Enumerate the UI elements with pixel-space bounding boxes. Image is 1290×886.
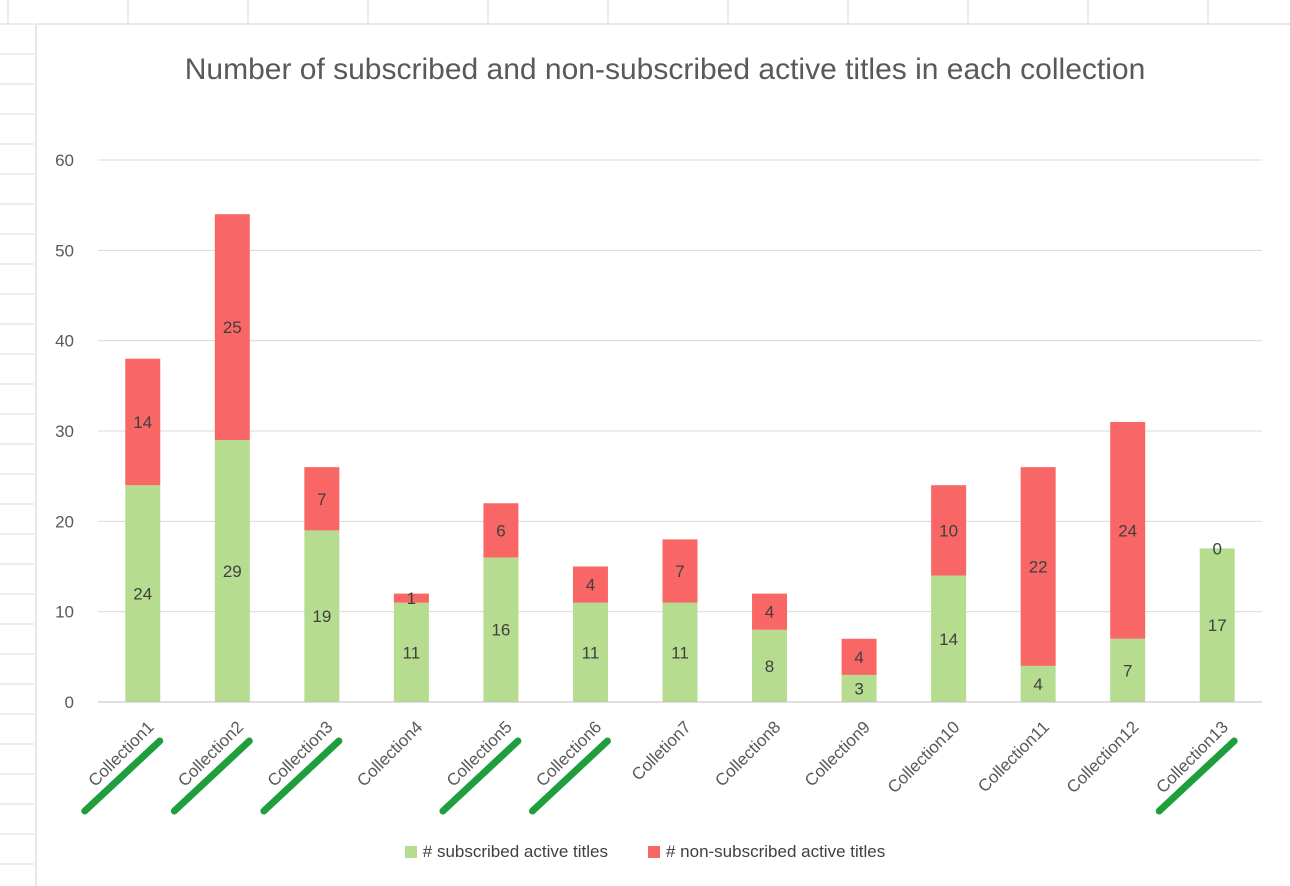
bar-non-subscribed <box>662 539 698 603</box>
data-label-non-subscribed: 22 <box>1029 558 1048 577</box>
data-label-non-subscribed: 4 <box>854 648 863 667</box>
bar-non-subscribed <box>393 593 429 603</box>
bar-subscribed <box>125 485 161 702</box>
legend-item-non-subscribed: # non-subscribed active titles <box>647 842 886 862</box>
y-tick-label: 10 <box>55 603 74 622</box>
data-label-non-subscribed: 6 <box>496 521 505 540</box>
data-label-non-subscribed: 4 <box>765 603 774 622</box>
bar-subscribed <box>483 557 519 702</box>
strike-mark <box>439 737 522 815</box>
legend-label-subscribed: # subscribed active titles <box>422 842 608 861</box>
data-label-non-subscribed: 4 <box>586 576 595 595</box>
data-label-subscribed: 8 <box>765 657 774 676</box>
data-label-subscribed: 17 <box>1208 616 1227 635</box>
bar-subscribed <box>214 440 250 702</box>
strike-mark <box>81 737 164 815</box>
y-tick-label: 50 <box>55 241 74 260</box>
bar-non-subscribed <box>214 214 250 441</box>
data-label-non-subscribed: 0 <box>1212 539 1221 558</box>
data-label-subscribed: 7 <box>1123 661 1132 680</box>
legend-swatch-subscribed <box>404 846 417 858</box>
bar-subscribed <box>1199 548 1235 702</box>
strike-mark <box>260 737 343 815</box>
data-label-subscribed: 11 <box>671 643 689 662</box>
data-label-non-subscribed: 7 <box>675 562 684 581</box>
data-label-non-subscribed: 1 <box>407 589 416 608</box>
bar-subscribed <box>662 602 698 702</box>
bar-non-subscribed <box>483 503 519 558</box>
bar-non-subscribed <box>1020 467 1056 666</box>
bar-non-subscribed <box>1110 421 1146 639</box>
bar-non-subscribed <box>752 593 788 630</box>
data-label-subscribed: 19 <box>312 607 331 626</box>
bar-non-subscribed <box>125 358 161 486</box>
legend-item-subscribed: # subscribed active titles <box>404 842 608 862</box>
data-label-subscribed: 11 <box>403 643 421 662</box>
data-label-non-subscribed: 7 <box>317 490 326 509</box>
bar-subscribed <box>393 602 429 702</box>
bar-non-subscribed <box>304 467 340 531</box>
data-label-non-subscribed: 25 <box>223 318 242 337</box>
data-label-subscribed: 3 <box>854 679 863 698</box>
x-tick-label: Collection4 <box>353 717 426 790</box>
data-label-non-subscribed: 14 <box>133 413 152 432</box>
chart-title: Number of subscribed and non-subscribed … <box>184 53 1146 86</box>
y-tick-label: 30 <box>55 422 74 441</box>
data-label-subscribed: 11 <box>582 643 600 662</box>
bar-subscribed <box>841 674 877 702</box>
x-tick-label: Collection11 <box>974 717 1053 796</box>
data-label-subscribed: 29 <box>223 562 242 581</box>
legend: # subscribed active titles # non-subscri… <box>0 842 1290 862</box>
data-label-subscribed: 24 <box>133 585 152 604</box>
bar-subscribed <box>1110 638 1146 702</box>
bar-subscribed <box>931 575 967 702</box>
data-label-subscribed: 14 <box>939 630 958 649</box>
x-tick-label: Collection10 <box>884 717 964 797</box>
bar-subscribed <box>752 629 788 702</box>
data-label-subscribed: 4 <box>1033 675 1042 694</box>
bar-subscribed <box>572 602 608 702</box>
data-label-non-subscribed: 24 <box>1118 521 1137 540</box>
x-tick-label: Collection9 <box>801 717 874 790</box>
y-tick-label: 20 <box>55 512 74 531</box>
strike-mark <box>1155 737 1238 815</box>
bar-subscribed <box>1020 665 1056 702</box>
bar-non-subscribed <box>572 566 608 603</box>
y-tick-label: 0 <box>65 693 74 712</box>
x-tick-label: Collection8 <box>711 717 784 790</box>
bar-non-subscribed <box>931 485 967 576</box>
strike-mark <box>528 737 611 815</box>
strike-mark <box>170 737 253 815</box>
data-label-subscribed: 16 <box>491 621 510 640</box>
bar-non-subscribed <box>841 638 877 675</box>
data-label-non-subscribed: 10 <box>939 521 958 540</box>
y-tick-label: 60 <box>55 151 74 170</box>
bar-subscribed <box>304 530 340 702</box>
y-tick-label: 40 <box>55 332 74 351</box>
x-tick-label: Colletion7 <box>628 717 695 784</box>
legend-label-non-subscribed: # non-subscribed active titles <box>665 842 886 861</box>
x-tick-label: Collection12 <box>1063 717 1143 797</box>
legend-swatch-non-subscribed <box>647 846 660 858</box>
